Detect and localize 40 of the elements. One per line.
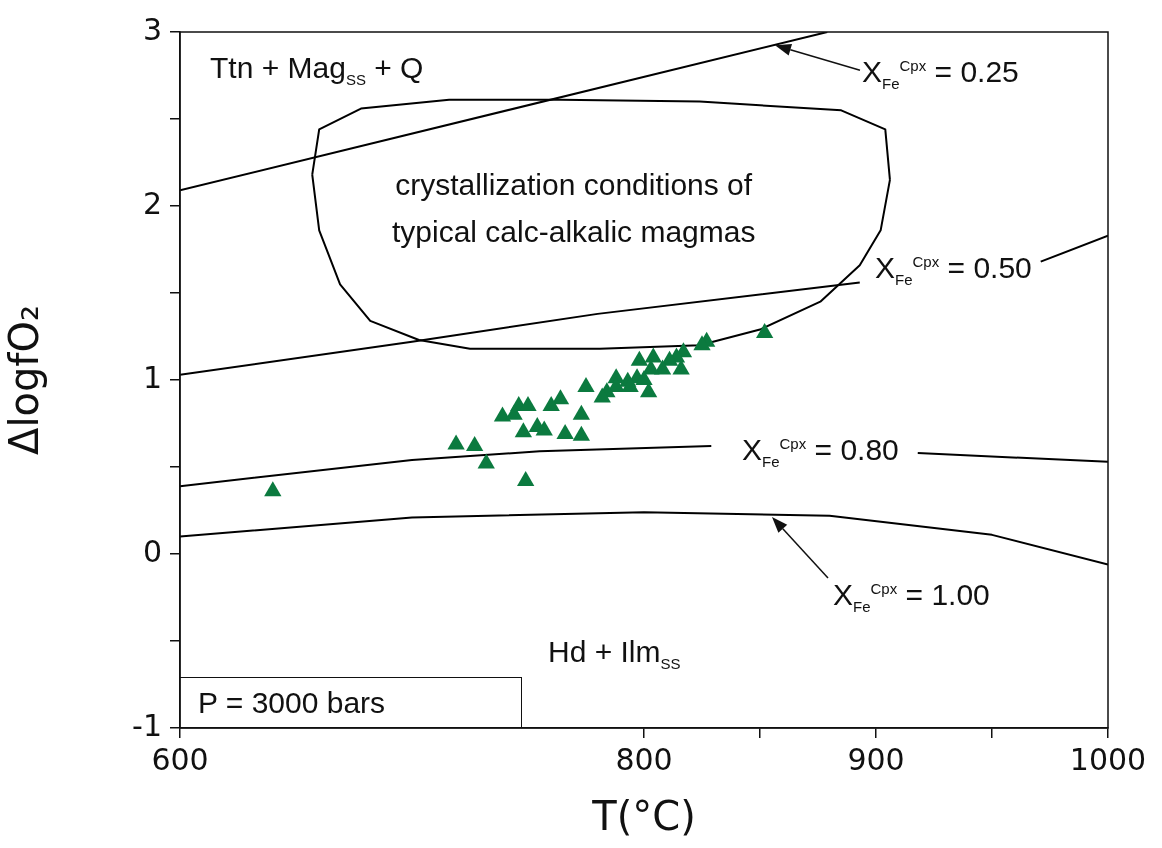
y-tick-label: 1 bbox=[142, 359, 162, 395]
point bbox=[505, 404, 523, 420]
annotation: Hd + Ilm$_{SS}$ bbox=[548, 633, 681, 674]
x-tick-label: 800 bbox=[615, 741, 673, 777]
annotation: X$_{Fe}$$^{Cpx}$ = 0.50 bbox=[875, 249, 1032, 290]
annotation: X$_{Fe}$$^{Cpx}$ = 0.25 bbox=[862, 53, 1019, 94]
point bbox=[447, 434, 465, 450]
point bbox=[577, 376, 595, 392]
point bbox=[572, 404, 591, 420]
point bbox=[630, 350, 649, 366]
point bbox=[755, 323, 774, 339]
point bbox=[535, 420, 553, 436]
annotation: crystallization conditions of typical calc-alkalic magmas bbox=[392, 166, 756, 250]
point bbox=[556, 423, 574, 439]
point bbox=[635, 370, 653, 385]
x-axis-title: T(°C) bbox=[591, 793, 696, 840]
point bbox=[517, 470, 535, 486]
point bbox=[477, 453, 495, 469]
y-tick-label: 3 bbox=[142, 11, 162, 47]
y-axis-title: ΔlogfO₂ bbox=[1, 305, 48, 455]
annotation: X$_{Fe}$$^{Cpx}$ = 0.80 bbox=[742, 431, 899, 472]
point bbox=[264, 481, 282, 497]
point bbox=[493, 406, 512, 422]
y-tick-label: 2 bbox=[142, 185, 162, 221]
point bbox=[542, 396, 560, 412]
x-tick-label: 1000 bbox=[1069, 741, 1147, 777]
text-box: P = 3000 bars bbox=[180, 677, 522, 728]
point bbox=[693, 335, 711, 351]
point bbox=[644, 347, 662, 363]
point bbox=[465, 436, 484, 452]
point bbox=[593, 387, 611, 403]
point bbox=[514, 422, 533, 438]
x-tick-label: 900 bbox=[847, 741, 905, 777]
annotation: P = 3000 bars bbox=[198, 686, 386, 719]
x-tick-label: 600 bbox=[151, 741, 209, 777]
y-tick-label: 0 bbox=[142, 533, 162, 569]
annotation: X$_{Fe}$$^{Cpx}$ = 1.00 bbox=[833, 576, 990, 617]
y-tick-label: -1 bbox=[132, 707, 162, 743]
point bbox=[572, 425, 591, 441]
annotation: Ttn + Mag$_{SS}$ + Q bbox=[210, 49, 424, 90]
